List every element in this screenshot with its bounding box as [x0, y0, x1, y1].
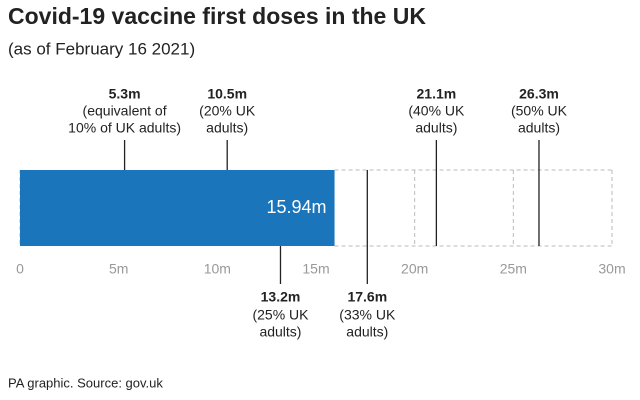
value-label: 15.94m [267, 197, 327, 217]
x-tick-label: 25m [500, 261, 527, 277]
source: PA graphic. Source: gov.uk [8, 375, 163, 390]
annotation-note: (33% UK [339, 307, 396, 323]
chart-title: Covid-19 vaccine first doses in the UK [8, 3, 426, 29]
annotation-note: (equivalent of [83, 103, 167, 119]
x-tick-label: 30m [598, 261, 625, 277]
chart-subtitle: (as of February 16 2021) [8, 39, 195, 58]
annotation-value: 13.2m [261, 289, 301, 305]
annotation-note: adults) [206, 120, 248, 136]
annotation-note: adults) [346, 324, 388, 340]
annotation-note: adults) [259, 324, 301, 340]
x-tick-label: 15m [302, 261, 329, 277]
annotation-note: 10% of UK adults) [68, 120, 181, 136]
annotation-value: 26.3m [519, 86, 559, 102]
x-tick-label: 0 [16, 261, 24, 277]
x-tick-label: 5m [109, 261, 128, 277]
x-tick-label: 20m [401, 261, 428, 277]
annotation-value: 5.3m [109, 86, 141, 102]
annotation-note: (25% UK [252, 307, 309, 323]
annotation-value: 10.5m [207, 86, 247, 102]
annotation-note: adults) [415, 120, 457, 136]
annotation-value: 17.6m [347, 289, 387, 305]
bar [20, 170, 335, 246]
x-tick-label: 10m [204, 261, 231, 277]
annotation-note: (50% UK [511, 103, 568, 119]
annotation-value: 21.1m [417, 86, 457, 102]
annotation-note: (20% UK [199, 103, 256, 119]
annotation-note: (40% UK [408, 103, 465, 119]
annotation-note: adults) [518, 120, 560, 136]
